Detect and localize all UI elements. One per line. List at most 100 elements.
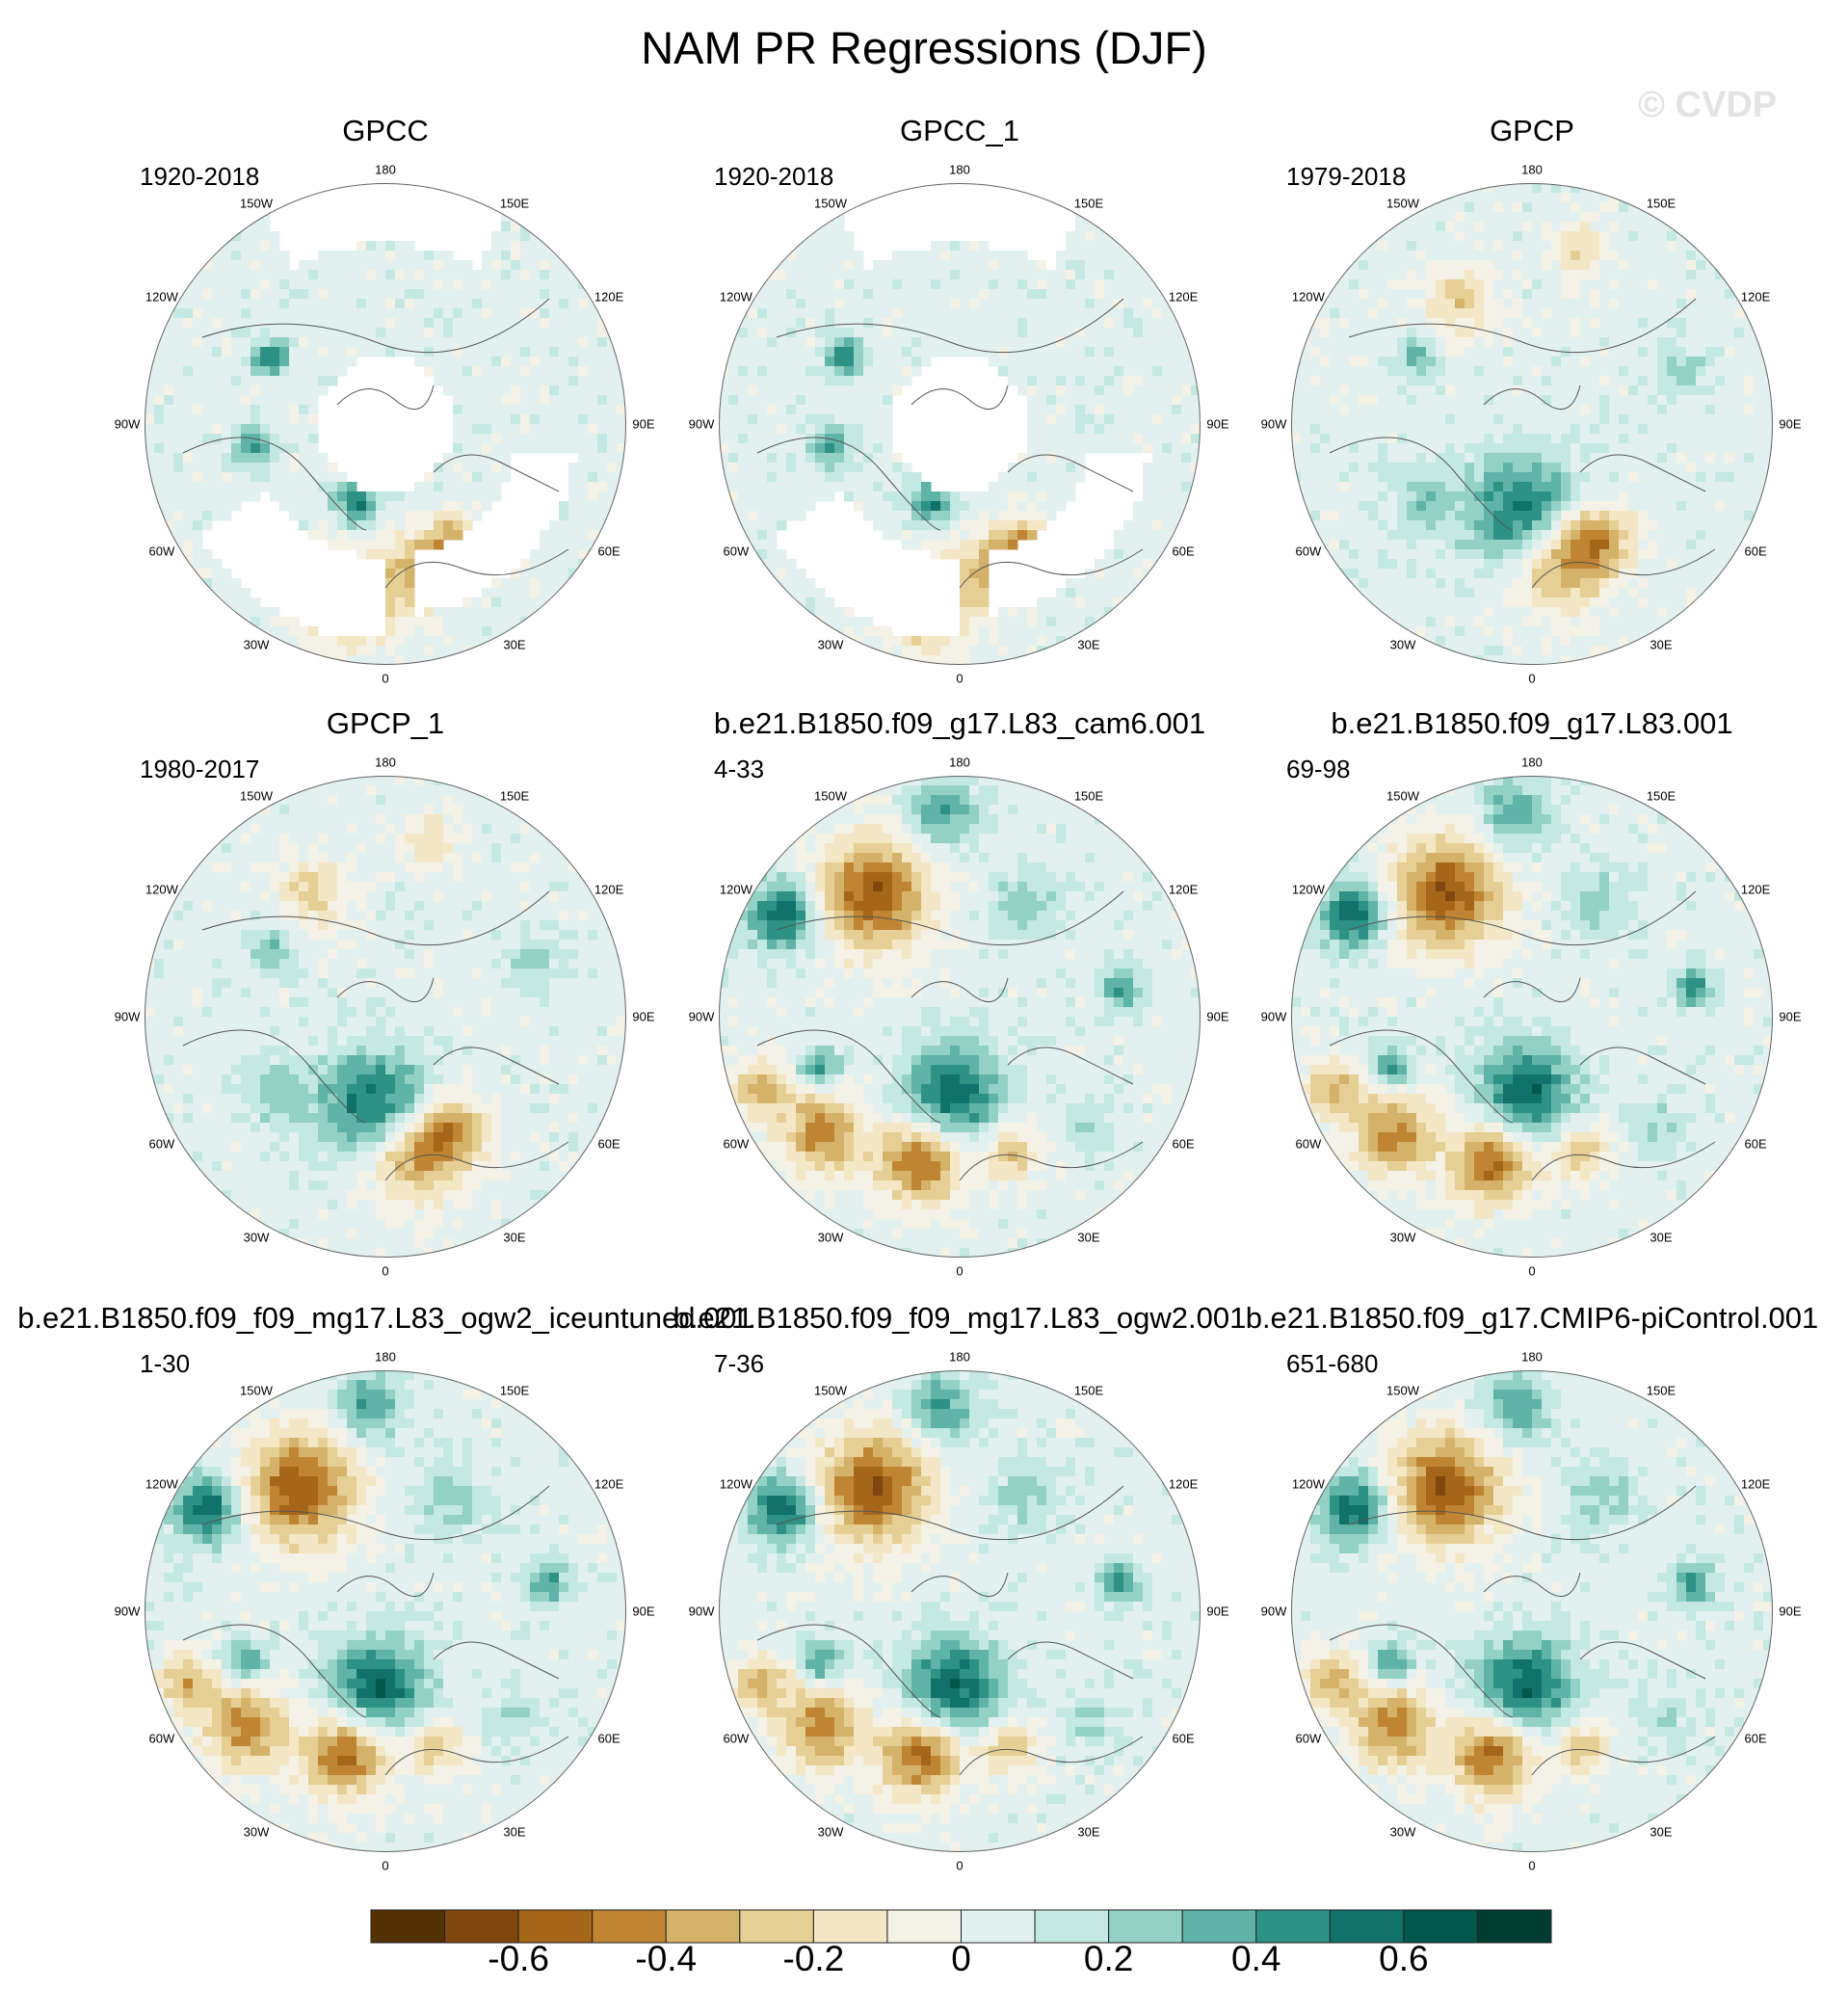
longitude-label: 150W: [1386, 788, 1419, 804]
longitude-label: 90E: [632, 1009, 655, 1024]
longitude-label: 30E: [1650, 1230, 1673, 1245]
longitude-label: 60E: [1744, 1136, 1767, 1152]
longitude-label: 90W: [1260, 1009, 1287, 1024]
longitude-label: 90W: [114, 416, 141, 432]
longitude-label: 150E: [1073, 196, 1104, 211]
longitude-label: 60E: [597, 1731, 620, 1746]
longitude-label: 30E: [1650, 637, 1673, 652]
longitude-label: 120W: [719, 1476, 752, 1492]
longitude-label: 150E: [499, 1383, 530, 1398]
panel-years: 1980-2017: [140, 755, 260, 783]
colorbar-tick-label: -0.2: [782, 1939, 845, 1978]
panel-title: b.e21.B1850.f09_f09_mg17.L83_ogw2_iceunt…: [17, 1301, 753, 1335]
longitude-label: 30W: [817, 637, 844, 652]
colorbar-tick-label: -0.6: [488, 1939, 550, 1978]
colorbar-segment: [1255, 1909, 1331, 1944]
colorbar-segment: [1181, 1909, 1257, 1944]
longitude-label: 150W: [814, 196, 847, 211]
longitude-label: 120W: [145, 882, 178, 897]
longitude-label: 60E: [1744, 544, 1767, 559]
longitude-label: 60E: [1744, 1731, 1767, 1746]
longitude-label: 90E: [632, 416, 655, 432]
longitude-label: 180: [375, 162, 396, 177]
panel-title: GPCP_1: [326, 706, 445, 740]
longitude-label: 120E: [594, 289, 624, 305]
longitude-label: 90E: [1206, 1604, 1229, 1619]
longitude-label: 60W: [723, 544, 750, 559]
longitude-label: 180: [375, 1349, 396, 1365]
longitude-label: 150W: [240, 196, 273, 211]
longitude-label: 150W: [1386, 196, 1419, 211]
colorbar-segment: [1108, 1909, 1183, 1944]
longitude-label: 30E: [503, 1230, 526, 1245]
longitude-label: 60W: [148, 1136, 175, 1152]
panel-years: 7-36: [714, 1349, 765, 1378]
colorbar-segment: [592, 1909, 667, 1944]
longitude-label: 120E: [1740, 882, 1771, 897]
longitude-label: 120W: [719, 289, 752, 305]
longitude-label: 150E: [1646, 1383, 1676, 1398]
longitude-label: 60E: [597, 544, 620, 559]
panel-title: GPCC_1: [899, 114, 1020, 147]
colorbar-segment: [1403, 1909, 1478, 1944]
longitude-label: 30E: [503, 637, 526, 652]
longitude-label: 90E: [1206, 1009, 1229, 1024]
panel-years: 69-98: [1286, 755, 1351, 783]
panel-years: 1920-2018: [714, 162, 834, 191]
longitude-label: 120W: [719, 882, 752, 897]
panel-years: 1920-2018: [140, 162, 260, 191]
longitude-label: 0: [1528, 671, 1536, 686]
polar-map: [1291, 1370, 1773, 1852]
main-title: NAM PR Regressions (DJF): [641, 22, 1207, 73]
longitude-label: 90E: [1779, 1604, 1802, 1619]
longitude-label: 150W: [240, 788, 273, 804]
colorbar-segment: [739, 1909, 814, 1944]
colorbar-segment: [886, 1909, 962, 1944]
longitude-label: 30W: [1389, 637, 1416, 652]
longitude-label: 90W: [688, 1009, 715, 1024]
longitude-label: 90W: [1260, 416, 1287, 432]
panel-years: 4-33: [714, 755, 765, 783]
longitude-label: 30W: [817, 1230, 844, 1245]
longitude-label: 60E: [1172, 1731, 1195, 1746]
longitude-label: 120W: [1291, 882, 1325, 897]
longitude-label: 90E: [1779, 1009, 1802, 1024]
colorbar-segment: [370, 1909, 446, 1944]
longitude-label: 30W: [1389, 1230, 1416, 1245]
longitude-label: 30E: [1077, 1230, 1100, 1245]
longitude-label: 60W: [723, 1731, 750, 1746]
colorbar-tick-label: 0.6: [1379, 1939, 1429, 1978]
longitude-label: 60W: [148, 1731, 175, 1746]
longitude-label: 60E: [1172, 1136, 1195, 1152]
longitude-label: 30E: [503, 1824, 526, 1840]
longitude-label: 120E: [1168, 882, 1199, 897]
longitude-label: 150W: [1386, 1383, 1419, 1398]
longitude-label: 150W: [240, 1383, 273, 1398]
colorbar-tick-label: 0.2: [1083, 1939, 1134, 1978]
longitude-label: 0: [956, 671, 964, 686]
colorbar-segment: [961, 1909, 1036, 1944]
longitude-label: 120E: [594, 882, 624, 897]
colorbar-segment: [665, 1909, 741, 1944]
longitude-label: 30E: [1077, 1824, 1100, 1840]
longitude-label: 150E: [1646, 196, 1676, 211]
panel-title: b.e21.B1850.f09_f09_mg17.L83_ogw2.001: [673, 1301, 1247, 1335]
longitude-label: 150E: [1073, 1383, 1104, 1398]
longitude-label: 120W: [145, 1476, 178, 1492]
polar-map: [1291, 776, 1773, 1258]
colorbar-tick-label: 0.4: [1231, 1939, 1281, 1978]
longitude-label: 60E: [1172, 544, 1195, 559]
longitude-label: 150E: [1646, 788, 1676, 804]
longitude-label: 180: [949, 755, 970, 770]
longitude-label: 90E: [1206, 416, 1229, 432]
longitude-label: 30W: [243, 1230, 270, 1245]
longitude-label: 0: [956, 1263, 964, 1279]
longitude-label: 180: [1521, 1349, 1543, 1365]
colorbar-segment: [1329, 1909, 1405, 1944]
longitude-label: 30W: [817, 1824, 844, 1840]
panel-title: b.e21.B1850.f09_g17.L83_cam6.001: [713, 706, 1206, 740]
longitude-label: 0: [1528, 1858, 1536, 1873]
longitude-label: 90W: [688, 1604, 715, 1619]
polar-map: [1291, 183, 1773, 665]
longitude-label: 60W: [1295, 1136, 1322, 1152]
